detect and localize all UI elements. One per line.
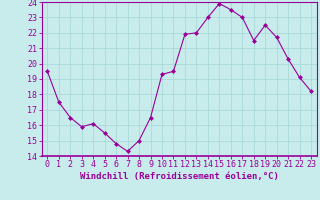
X-axis label: Windchill (Refroidissement éolien,°C): Windchill (Refroidissement éolien,°C) — [80, 172, 279, 181]
